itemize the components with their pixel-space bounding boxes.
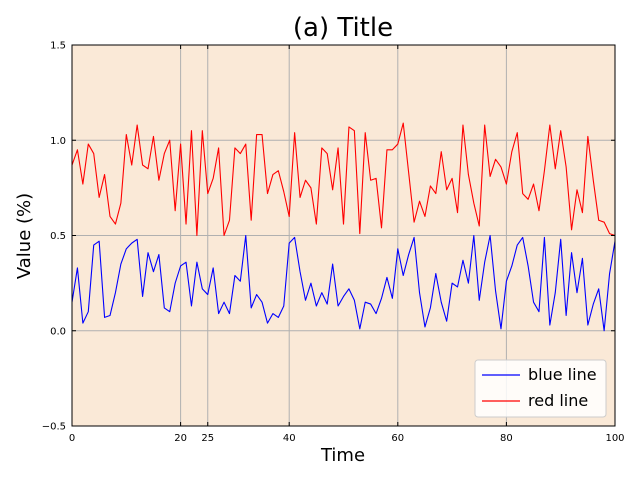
legend: blue line red line	[474, 359, 607, 418]
y-tick-label: 0.0	[50, 326, 66, 337]
y-tick-label: 0.5	[50, 231, 66, 242]
x-axis-label: Time	[320, 445, 365, 466]
legend-box	[474, 359, 607, 418]
y-tick-label: 1.5	[50, 41, 66, 52]
x-tick-label: 60	[391, 433, 404, 444]
x-tick-label: 80	[500, 433, 513, 444]
series-layer	[71, 122, 616, 332]
grid	[72, 45, 615, 426]
x-tick-label: 20	[174, 433, 187, 444]
x-tick-label: 25	[201, 433, 214, 444]
x-tick-label: 0	[69, 433, 75, 444]
y-tick-label: −0.5	[42, 422, 66, 433]
x-tick-label: 100	[605, 433, 624, 444]
y-axis: −0.5 0.0 0.5 1.0 1.5	[42, 41, 615, 433]
x-axis: 0 20 25 40 60 80 100	[69, 45, 625, 444]
series-blue-line	[71, 234, 616, 332]
chart-title: (a) Title	[293, 13, 393, 43]
y-tick-label: 1.0	[50, 136, 66, 147]
y-axis-label: Value (%)	[14, 193, 35, 279]
legend-label-blue-line: blue line	[528, 365, 597, 384]
legend-label-red-line: red line	[528, 391, 588, 410]
x-tick-label: 40	[283, 433, 296, 444]
series-red-line	[71, 122, 616, 237]
